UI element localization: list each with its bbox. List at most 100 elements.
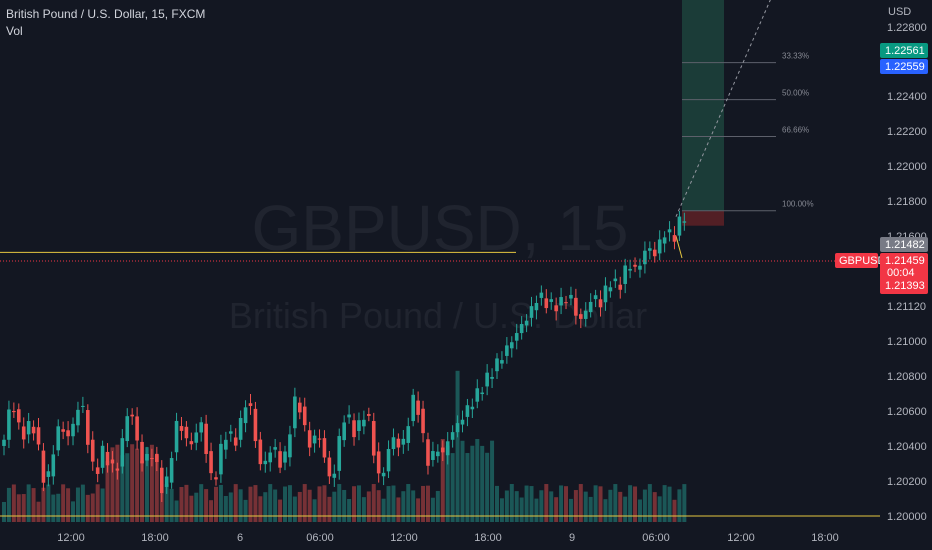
volume-bar (317, 486, 322, 522)
volume-bar (554, 497, 559, 522)
volume-bar (677, 489, 682, 522)
volume-bar (125, 453, 130, 522)
volume-bar (514, 491, 519, 522)
candle-body (268, 452, 273, 463)
volume-bar (144, 447, 149, 522)
volume-bar (628, 485, 633, 522)
candle-body (396, 438, 401, 448)
candle-body (66, 430, 70, 437)
volume-bar (263, 492, 268, 522)
time-axis[interactable]: 12:00 18:00 6 06:00 12:00 18:00 9 06:00 12:00 18:… (57, 532, 839, 544)
volume-bar (194, 492, 199, 522)
volume-bar (573, 490, 578, 522)
candle-body (16, 409, 21, 423)
price-tick-label: 1.22400 (887, 91, 927, 103)
volume-bar (470, 445, 475, 522)
volume-bar (445, 445, 450, 522)
candle-body (140, 441, 144, 464)
candle-body (86, 410, 90, 445)
volume-bar (539, 490, 544, 522)
volume-bar (307, 489, 312, 522)
symbol-title[interactable]: British Pound / U.S. Dollar, 15, FXCM (6, 7, 206, 21)
candle-body (204, 423, 208, 454)
time-tick-label: 9 (569, 532, 575, 544)
candle-body (450, 432, 455, 440)
volume-bar (425, 485, 430, 522)
horizontal-lines[interactable] (0, 0, 880, 517)
volume-bar (371, 484, 376, 522)
candle-body (155, 453, 159, 462)
volume-bar (31, 488, 36, 522)
volume-bar (588, 496, 593, 522)
volume-bar (352, 486, 357, 522)
candle-body (401, 438, 406, 445)
volume-bar (583, 491, 588, 522)
candle-body (100, 445, 105, 468)
volume-bar (322, 485, 327, 522)
candle-body (125, 416, 130, 442)
candle-body (105, 451, 110, 466)
candle-body (56, 426, 61, 451)
candle-body (194, 432, 199, 443)
candle-body (312, 435, 317, 444)
fib-level-label: 66.66% (782, 126, 809, 135)
volume-bar (366, 491, 371, 522)
volume-bar (51, 494, 56, 522)
volume-bar (11, 484, 16, 522)
candle-body (36, 427, 41, 445)
price-tags: 1.22561 1.22559 1.21482 GBPUSD 1.21459 0… (835, 43, 928, 294)
volume-bar (189, 495, 194, 522)
volume-bar (396, 497, 401, 522)
symbol-tag-text: GBPUSD (839, 255, 886, 267)
price-tick-label: 1.20600 (887, 406, 927, 418)
candle-body (416, 400, 420, 415)
volume-bar (672, 499, 677, 522)
volume-bar (356, 485, 361, 522)
candle-body (465, 405, 470, 417)
candle-body (214, 477, 218, 480)
volume-bar (682, 484, 687, 522)
candle-body (317, 438, 322, 440)
price-tag-green (880, 43, 928, 58)
candle-body (682, 221, 687, 223)
volume-bar (110, 447, 115, 522)
fib-level-label: 100.00% (782, 200, 814, 209)
volume-bar (36, 501, 41, 522)
candle-body (243, 407, 248, 424)
volume-bar (578, 484, 583, 522)
candle-body (273, 447, 277, 450)
volume-label[interactable]: Vol (6, 24, 23, 38)
fib-retracement[interactable]: 0.00%33.33%50.00%66.66%100.00% (675, 0, 814, 259)
candle-body (71, 423, 75, 437)
candle-body (199, 422, 203, 433)
volume-bar (61, 484, 66, 522)
candle-body (529, 306, 534, 318)
volume-bar (248, 486, 253, 522)
candle-body (283, 451, 287, 463)
candle-body (21, 426, 26, 440)
candle-body (574, 297, 578, 316)
candle-body (7, 409, 11, 440)
candle-body (169, 458, 174, 483)
candle-body (421, 408, 425, 434)
volume-bar (184, 484, 189, 522)
volume-bar (41, 487, 46, 522)
candle-body (26, 421, 31, 435)
last-price-text: 1.21459 (885, 255, 925, 267)
candle-body (224, 439, 228, 450)
volume-bar (243, 499, 248, 522)
price-tick-label: 1.20400 (887, 441, 927, 453)
volume-bar (218, 484, 223, 522)
candle-body (342, 422, 346, 441)
volume-bar (475, 439, 480, 522)
candle-body (81, 405, 85, 407)
volume-bar (623, 496, 628, 522)
candle-body (633, 264, 637, 267)
volume-bar (46, 484, 51, 522)
volume-bar (509, 484, 514, 522)
volume-bar (411, 490, 416, 522)
candle-body (672, 235, 677, 242)
candle-body (238, 417, 243, 440)
